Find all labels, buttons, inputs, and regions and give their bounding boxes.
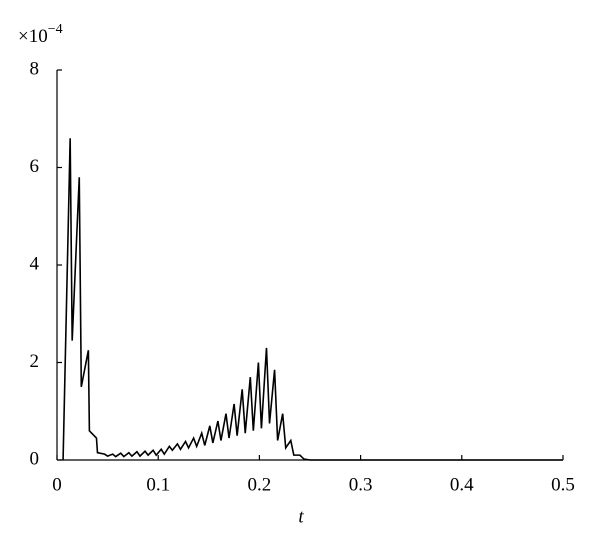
data-line: [62, 138, 563, 461]
x-tick-label: 0: [52, 474, 62, 495]
y-tick-label: 0: [30, 448, 40, 469]
y-tick-label: 6: [30, 156, 40, 177]
y-scale-exponent: −4: [48, 22, 63, 37]
y-scale-base: ×10: [18, 26, 48, 47]
x-tick-label: 0.4: [450, 474, 474, 495]
y-tick-label: 8: [30, 58, 40, 79]
y-tick-label: 4: [30, 253, 40, 274]
x-axis-label: t: [298, 506, 304, 527]
y-tick-label: 2: [30, 351, 40, 372]
x-tick-label: 0.1: [146, 474, 170, 495]
x-tick-label: 0.2: [248, 474, 272, 495]
x-tick-label: 0.3: [349, 474, 373, 495]
y-scale-label: ×10−4: [18, 22, 63, 47]
x-tick-label: 0.5: [551, 474, 575, 495]
